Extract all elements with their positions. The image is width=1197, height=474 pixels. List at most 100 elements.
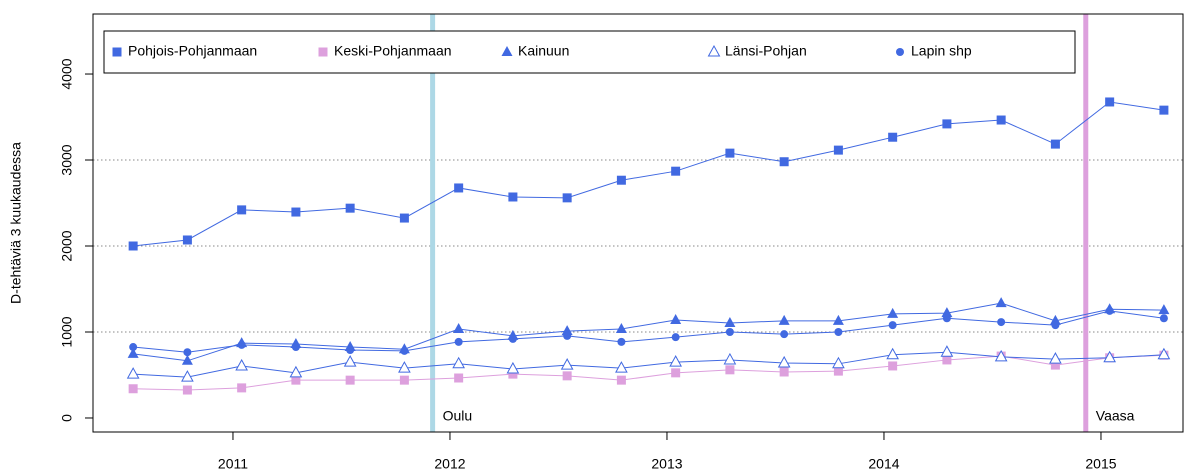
marker [289,365,303,378]
marker [1049,352,1062,364]
marker [834,327,843,336]
y-axis-label: D-tehtäviä 3 kuukaudessa [8,142,24,304]
legend-label: Pohjois-Pohjanmaan [128,43,257,59]
marker [725,327,734,336]
x-tick-label: 2013 [651,456,682,472]
marker [128,241,138,251]
marker [454,337,463,346]
legend-label: Länsi-Pohjan [725,43,807,59]
y-tick-label: 1000 [59,316,75,347]
marker [997,318,1006,327]
marker [888,132,898,142]
marker [833,366,843,376]
marker [1051,321,1060,330]
series-line [133,101,1164,247]
series-line [133,302,1164,362]
marker [126,367,140,379]
marker [129,343,138,352]
series-line [133,354,1164,391]
marker [616,175,626,185]
marker [671,368,681,378]
marker [1103,350,1116,363]
marker [779,157,789,167]
marker [941,307,953,318]
marker [453,322,465,333]
legend-box [103,30,1076,74]
marker [942,355,952,365]
marker [183,348,192,357]
y-tick-label: 0 [59,414,75,422]
marker [291,343,300,352]
marker [996,115,1006,125]
marker [780,330,789,339]
marker [888,361,898,371]
marker [182,385,192,395]
marker [896,48,904,56]
marker [617,337,626,346]
marker [1105,306,1114,315]
marker [832,314,844,325]
legend-label: Keski-Pohjanmaan [334,43,452,59]
marker [832,356,845,369]
marker [399,375,409,385]
marker [723,352,737,365]
marker [345,375,355,385]
marker [669,355,682,367]
marker [237,383,247,393]
marker [1159,105,1169,115]
marker [454,183,464,193]
marker [725,148,735,158]
marker [181,370,194,382]
marker [942,119,952,129]
marker [888,321,897,330]
marker [563,331,572,340]
marker [318,47,328,57]
marker [398,361,411,373]
marker [400,346,409,355]
marker [671,333,680,342]
marker [346,346,355,355]
marker [779,367,789,377]
marker [615,322,627,333]
marker [452,356,465,369]
x-tick-label: 2015 [1085,456,1116,472]
marker [501,46,513,56]
event-label: Vaasa [1096,408,1135,424]
marker [778,314,790,325]
marker [127,347,139,358]
marker [345,203,355,213]
plot-frame [92,13,1184,433]
marker [671,166,681,176]
marker [237,205,247,215]
y-tick-label: 3000 [59,144,75,175]
marker [1050,139,1060,149]
marker [562,371,572,381]
marker [562,193,572,203]
marker [615,361,628,373]
x-tick-label: 2011 [218,456,248,472]
marker [506,361,520,374]
marker [1157,347,1171,360]
legend: Pohjois-Pohjanmaan Keski-Pohjanmaan Kainuu… [103,30,1076,74]
marker [560,358,574,370]
marker [1159,314,1168,323]
marker [887,307,899,318]
marker [886,347,899,360]
marker [112,47,122,57]
marker [1105,97,1115,107]
marker [291,207,301,217]
marker [508,334,517,343]
y-tick-label: 4000 [59,58,75,89]
marker [508,369,518,379]
marker [833,145,843,155]
marker [235,358,248,371]
marker [561,325,573,336]
marker [995,297,1007,308]
marker [1050,360,1060,370]
marker [777,355,791,368]
marker [181,354,193,365]
marker [707,44,721,57]
event-label: Oulu [443,408,473,424]
marker [940,345,954,357]
